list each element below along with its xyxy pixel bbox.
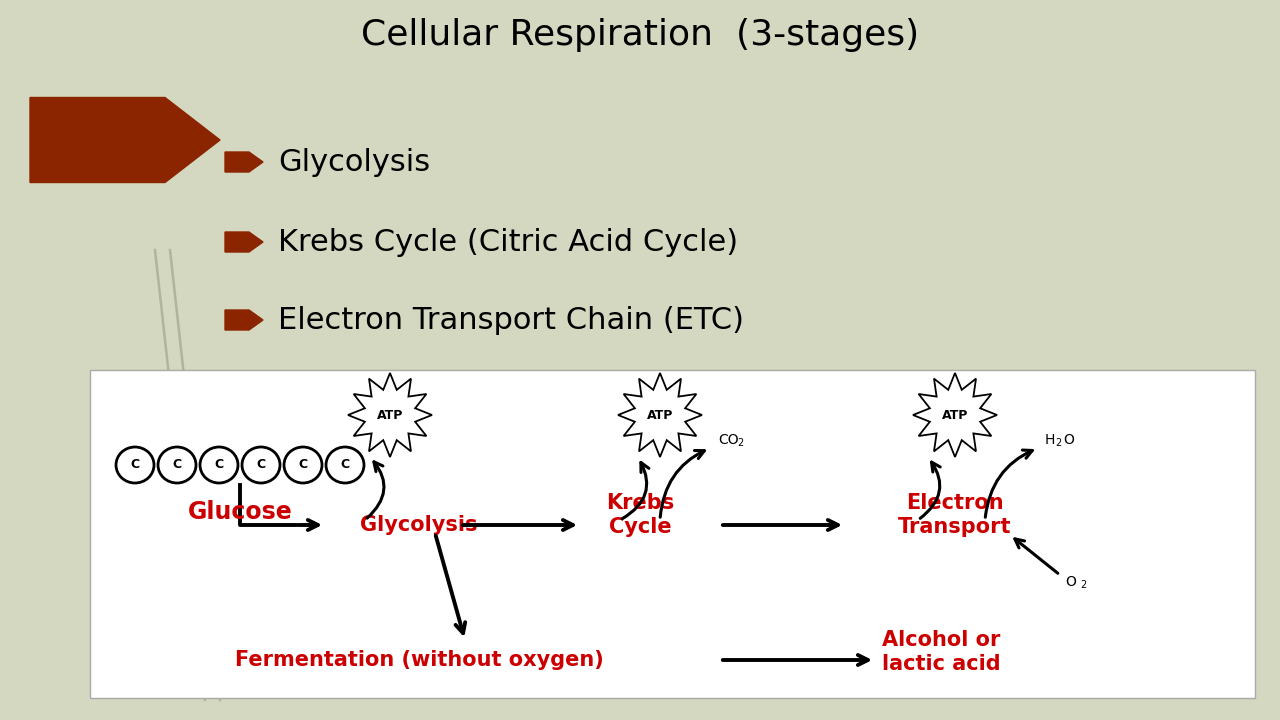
Text: 2: 2 <box>1055 438 1061 448</box>
Text: ATP: ATP <box>942 408 968 421</box>
Text: Glucose: Glucose <box>188 500 292 524</box>
Text: Glycolysis: Glycolysis <box>360 515 477 535</box>
Text: Electron
Transport: Electron Transport <box>899 493 1011 536</box>
Text: Cellular Respiration  (3-stages): Cellular Respiration (3-stages) <box>361 18 919 52</box>
Ellipse shape <box>157 447 196 483</box>
Ellipse shape <box>116 447 154 483</box>
FancyArrow shape <box>225 310 262 330</box>
Text: Fermentation (without oxygen): Fermentation (without oxygen) <box>236 650 604 670</box>
Text: C: C <box>298 459 307 472</box>
FancyBboxPatch shape <box>90 370 1254 698</box>
Text: ATP: ATP <box>646 408 673 421</box>
Text: H: H <box>1044 433 1056 447</box>
Ellipse shape <box>326 447 364 483</box>
Text: Alcohol or
lactic acid: Alcohol or lactic acid <box>882 631 1001 674</box>
Ellipse shape <box>200 447 238 483</box>
Text: Krebs
Cycle: Krebs Cycle <box>605 493 675 536</box>
Text: CO: CO <box>718 433 739 447</box>
Ellipse shape <box>284 447 323 483</box>
Text: C: C <box>256 459 265 472</box>
FancyArrow shape <box>225 232 262 252</box>
Text: C: C <box>340 459 349 472</box>
Polygon shape <box>348 373 433 457</box>
Text: 2: 2 <box>1080 580 1087 590</box>
Ellipse shape <box>242 447 280 483</box>
Text: O: O <box>1062 433 1074 447</box>
Text: Electron Transport Chain (ETC): Electron Transport Chain (ETC) <box>278 305 744 335</box>
Text: Glycolysis: Glycolysis <box>278 148 430 176</box>
Polygon shape <box>618 373 701 457</box>
Text: Krebs Cycle (Citric Acid Cycle): Krebs Cycle (Citric Acid Cycle) <box>278 228 739 256</box>
Text: C: C <box>215 459 224 472</box>
Text: ATP: ATP <box>376 408 403 421</box>
FancyArrow shape <box>29 97 220 182</box>
Text: O: O <box>1065 575 1076 589</box>
Polygon shape <box>913 373 997 457</box>
Text: 2: 2 <box>737 438 744 448</box>
Text: C: C <box>131 459 140 472</box>
Text: C: C <box>173 459 182 472</box>
FancyArrow shape <box>225 152 262 172</box>
